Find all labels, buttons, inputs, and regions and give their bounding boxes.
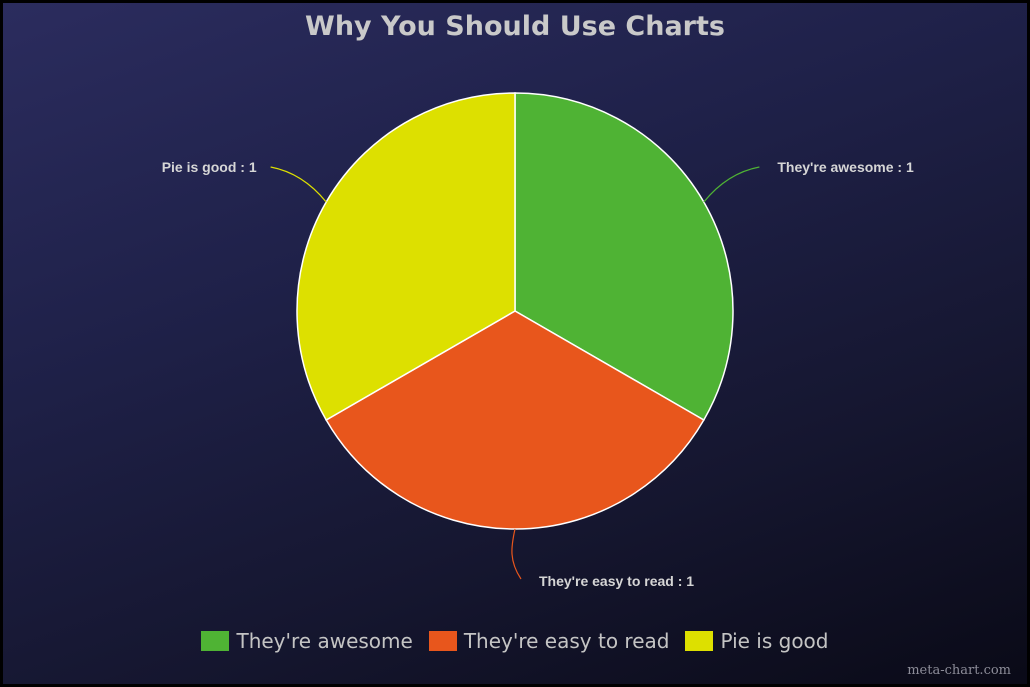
legend-swatch-pie-is-good: [685, 631, 714, 651]
watermark: meta-chart.com: [907, 663, 1011, 678]
chart-title: Why You Should Use Charts: [305, 11, 725, 42]
legend-swatch-easy-to-read: [428, 631, 457, 651]
legend: They're awesome They're easy to read Pie…: [3, 629, 1027, 653]
slice-data-labels: They're awesome : 1 They're easy to read …: [162, 159, 914, 589]
legend-item-awesome[interactable]: They're awesome: [201, 629, 413, 653]
slice-pie-is-good-leader-line: [270, 166, 327, 203]
slice-awesome-leader-line: [703, 166, 760, 203]
slice-easy-to-read-leader-line: [511, 528, 522, 580]
legend-label-awesome: They're awesome: [236, 629, 413, 653]
pie-chart: They're awesome : 1 They're easy to read …: [162, 92, 914, 589]
legend-item-pie-is-good[interactable]: Pie is good: [685, 629, 829, 653]
legend-item-easy-to-read[interactable]: They're easy to read: [428, 629, 670, 653]
legend-label-easy-to-read: They're easy to read: [463, 629, 670, 653]
label-leader-lines: [270, 166, 760, 580]
slice-easy-to-read-data-label: They're easy to read : 1: [539, 573, 694, 589]
pie-slices: [296, 92, 734, 530]
legend-swatch-awesome: [201, 631, 230, 651]
slice-awesome-data-label: They're awesome : 1: [777, 159, 914, 175]
legend-label-pie-is-good: Pie is good: [720, 629, 829, 653]
slice-pie-is-good-data-label: Pie is good : 1: [162, 159, 257, 175]
